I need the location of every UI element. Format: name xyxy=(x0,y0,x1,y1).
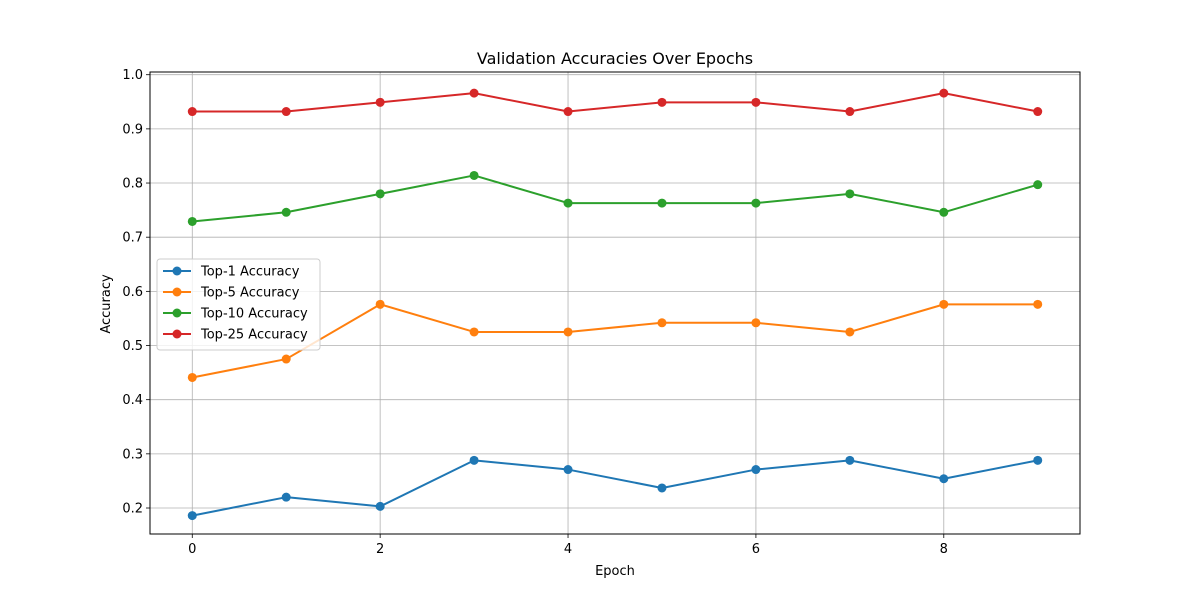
data-point xyxy=(845,327,855,337)
data-point xyxy=(281,354,291,364)
data-point xyxy=(1033,455,1043,465)
y-tick-label: 0.3 xyxy=(122,447,143,462)
series-line xyxy=(192,92,1038,113)
data-point xyxy=(281,107,291,117)
data-point xyxy=(939,88,949,98)
series-line xyxy=(192,174,1039,223)
data-point xyxy=(1033,180,1043,190)
legend-marker xyxy=(172,287,182,297)
data-point xyxy=(187,511,197,521)
data-point xyxy=(751,318,761,328)
y-tick-label: 1.0 xyxy=(122,68,143,83)
y-tick-label: 0.8 xyxy=(122,177,143,192)
legend-marker xyxy=(172,329,182,339)
data-point xyxy=(563,465,573,475)
y-tick-label: 0.7 xyxy=(122,231,143,246)
data-point xyxy=(939,299,949,309)
y-tick-label: 0.2 xyxy=(122,502,143,517)
data-point xyxy=(845,455,855,465)
data-point xyxy=(939,474,949,484)
series-line xyxy=(192,459,1038,517)
y-tick-label: 0.6 xyxy=(122,285,143,300)
data-point xyxy=(375,97,385,107)
legend-label: Top-5 Accuracy xyxy=(200,286,300,301)
data-point xyxy=(657,97,667,107)
data-point xyxy=(469,170,479,180)
data-point xyxy=(187,216,197,226)
data-point xyxy=(469,327,479,337)
x-tick-label: 6 xyxy=(752,542,760,557)
legend-marker xyxy=(172,266,182,276)
x-tick-label: 8 xyxy=(940,542,948,557)
legend-label: Top-10 Accuracy xyxy=(200,307,308,322)
series-3 xyxy=(187,170,1043,226)
data-point xyxy=(563,198,573,208)
legend-marker xyxy=(172,308,182,318)
legend-item: Top-1 Accuracy xyxy=(163,265,300,280)
axis-ticks: 0 2 4 6 8 0.2 0.3 0.4 0.5 0.6 0.7 0.8 0.9 1.0 xyxy=(122,68,948,557)
x-tick-label: 4 xyxy=(564,542,572,557)
data-point xyxy=(469,455,479,465)
data-point xyxy=(281,492,291,502)
data-point xyxy=(187,107,197,117)
x-tick-label: 0 xyxy=(188,542,196,557)
data-point xyxy=(1033,107,1043,117)
data-point xyxy=(845,189,855,199)
x-axis-label: Epoch xyxy=(595,564,635,579)
data-point xyxy=(1033,299,1043,309)
series-4 xyxy=(187,88,1043,117)
data-point xyxy=(657,318,667,328)
data-point xyxy=(281,207,291,217)
data-point xyxy=(187,372,197,382)
data-point xyxy=(375,299,385,309)
data-point xyxy=(657,198,667,208)
data-point xyxy=(469,88,479,98)
legend-item: Top-25 Accuracy xyxy=(163,328,308,343)
data-point xyxy=(845,107,855,117)
data-point xyxy=(563,327,573,337)
data-point xyxy=(375,189,385,199)
chart-title: Validation Accuracies Over Epochs xyxy=(477,49,753,68)
plot-frame xyxy=(149,71,1081,535)
legend-label: Top-25 Accuracy xyxy=(200,328,308,343)
y-axis-label: Accuracy xyxy=(99,274,114,334)
series-line xyxy=(192,303,1038,379)
series-2 xyxy=(187,299,1043,382)
y-tick-label: 0.5 xyxy=(122,339,143,354)
legend-item: Top-10 Accuracy xyxy=(163,307,308,322)
data-point xyxy=(751,465,761,475)
y-tick-label: 0.9 xyxy=(122,122,143,137)
legend: Top-1 Accuracy Top-5 Accuracy Top-10 Accur… xyxy=(156,258,321,351)
y-tick-label: 0.4 xyxy=(122,393,143,408)
data-point xyxy=(751,198,761,208)
series-lines xyxy=(187,88,1043,521)
data-point xyxy=(657,483,667,493)
legend-label: Top-1 Accuracy xyxy=(200,265,300,280)
series-1 xyxy=(187,455,1043,521)
data-point xyxy=(751,97,761,107)
x-tick-label: 2 xyxy=(376,542,384,557)
data-point xyxy=(939,207,949,217)
legend-item: Top-5 Accuracy xyxy=(163,286,300,301)
legend-box xyxy=(156,258,321,351)
data-point xyxy=(375,501,385,511)
data-point xyxy=(563,107,573,117)
